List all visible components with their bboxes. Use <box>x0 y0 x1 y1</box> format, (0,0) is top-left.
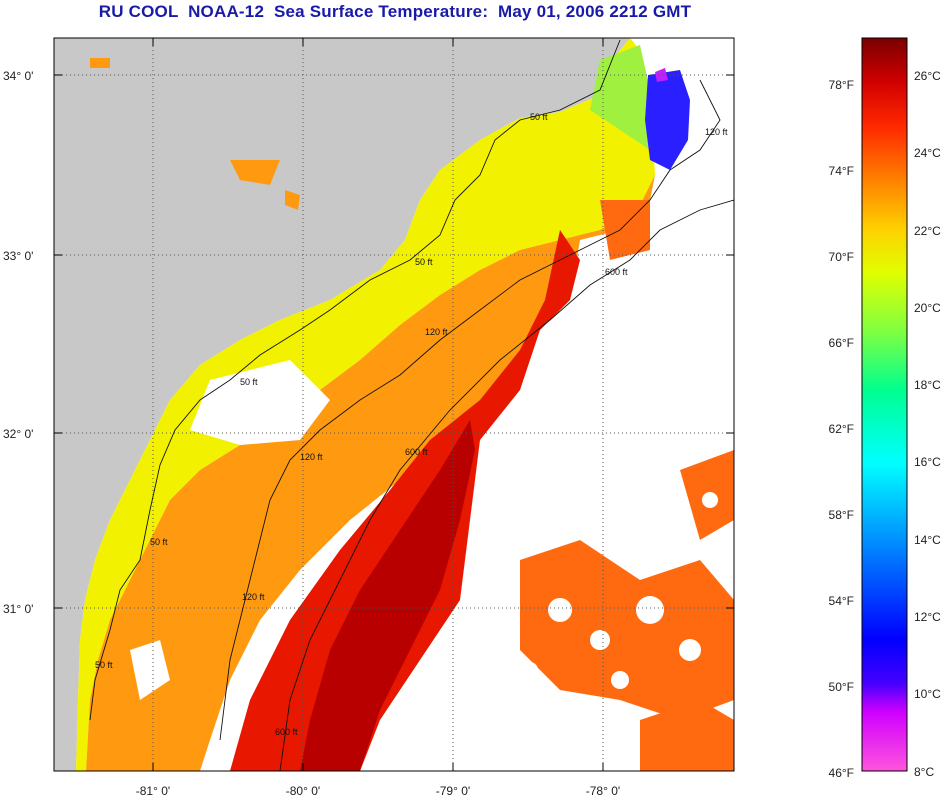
lon-label-78: -78° 0' <box>586 784 620 798</box>
lat-label-32: 32° 0' <box>3 427 33 441</box>
map-frame <box>53 37 735 772</box>
lat-label-33: 33° 0' <box>3 249 33 263</box>
lon-label-79: -79° 0' <box>436 784 470 798</box>
lat-label-31: 31° 0' <box>3 602 33 616</box>
lon-label-81: -81° 0' <box>136 784 170 798</box>
latitude-labels: 34° 0' 33° 0' 32° 0' 31° 0' <box>3 69 33 616</box>
cb-c-20: 20°C <box>914 301 941 315</box>
cb-c-10: 10°C <box>914 687 941 701</box>
nearshore-green <box>590 45 650 150</box>
cb-f-54: 54°F <box>829 594 854 608</box>
cb-c-18: 18°C <box>914 378 941 392</box>
cb-f-50: 50°F <box>829 680 854 694</box>
lat-label-34: 34° 0' <box>3 69 33 83</box>
contour-label-600ft-north: 600 ft <box>605 267 628 277</box>
cb-c-24: 24°C <box>914 146 941 160</box>
cb-f-78: 78°F <box>829 78 854 92</box>
inland-lake-patches <box>90 58 300 210</box>
longitude-labels: -81° 0' -80° 0' -79° 0' -78° 0' <box>136 784 620 798</box>
contour-label-50ft-far-south: 50 ft <box>95 660 113 670</box>
contour-label-120ft-mid: 120 ft <box>425 327 448 337</box>
gulf-stream-core <box>300 420 475 771</box>
contour-label-600ft-south: 600 ft <box>275 727 298 737</box>
map-ticks <box>54 38 734 771</box>
contour-label-120ft-south: 120 ft <box>300 452 323 462</box>
graticule <box>54 38 734 771</box>
cb-c-14: 14°C <box>914 533 941 547</box>
contour-label-50ft-sw: 50 ft <box>150 537 168 547</box>
cb-c-22: 22°C <box>914 224 941 238</box>
cb-c-12: 12°C <box>914 610 941 624</box>
cloud-holes <box>130 360 718 700</box>
contour-label-120ft-east: 120 ft <box>705 127 728 137</box>
contour-label-50ft-south: 50 ft <box>240 377 258 387</box>
lon-label-80: -80° 0' <box>286 784 320 798</box>
contour-label-50ft-mid: 50 ft <box>415 257 433 267</box>
cb-f-66: 66°F <box>829 336 854 350</box>
cb-f-70: 70°F <box>829 250 854 264</box>
colorbar: 78°F 74°F 70°F 66°F 62°F 58°F 54°F 50°F … <box>829 37 941 780</box>
cb-f-62: 62°F <box>829 422 854 436</box>
cold-water-patch <box>645 70 690 170</box>
midshelf-orange <box>86 175 655 771</box>
contour-labels: 50 ft 120 ft 50 ft 600 ft 120 ft 50 ft 1… <box>95 112 728 737</box>
land <box>54 38 630 771</box>
cb-f-58: 58°F <box>829 508 854 522</box>
contour-label-600ft-mid: 600 ft <box>405 447 428 457</box>
colorbar-celsius-labels: 26°C 24°C 22°C 20°C 18°C 16°C 14°C 12°C … <box>914 69 941 779</box>
depth-contours <box>89 39 734 771</box>
cold-water-edge <box>655 68 668 82</box>
contour-label-120ft-sw: 120 ft <box>242 592 265 602</box>
cb-c-26: 26°C <box>914 69 941 83</box>
map-area: 50 ft 120 ft 50 ft 600 ft 120 ft 50 ft 1… <box>54 38 734 771</box>
cb-f-46: 46°F <box>829 766 854 780</box>
contour-label-50ft-north: 50 ft <box>530 112 548 122</box>
colorbar-scale <box>861 37 908 772</box>
cb-c-16: 16°C <box>914 455 941 469</box>
colorbar-fahrenheit-labels: 78°F 74°F 70°F 66°F 62°F 58°F 54°F 50°F … <box>829 78 854 780</box>
gulf-stream <box>230 230 580 771</box>
map-title: RU COOL NOAA-12 Sea Surface Temperature:… <box>98 2 692 21</box>
cb-f-74: 74°F <box>829 164 854 178</box>
cb-c-8: 8°C <box>914 765 934 779</box>
shelf-water <box>76 38 655 771</box>
